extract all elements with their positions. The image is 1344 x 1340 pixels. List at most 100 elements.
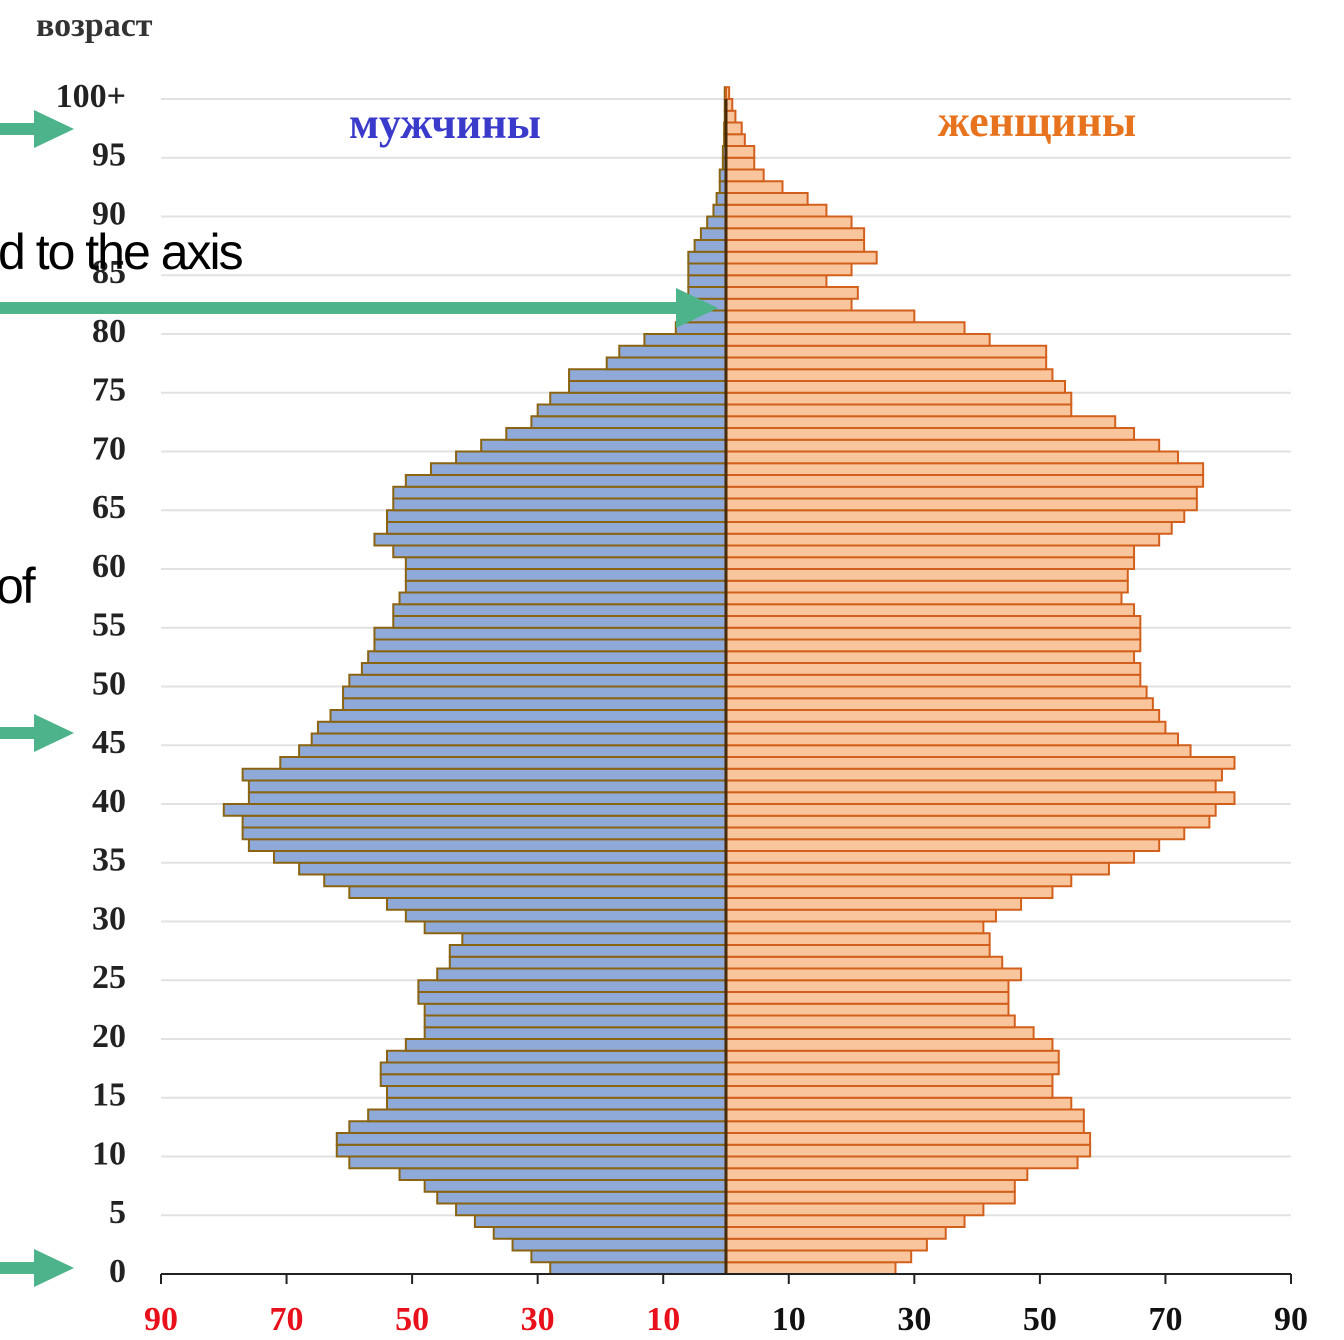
bar: [473, 1214, 727, 1228]
legend-label: женщины: [938, 97, 1136, 146]
bar: [423, 1014, 727, 1029]
bar: [725, 685, 1148, 700]
bar: [480, 438, 727, 453]
bar: [699, 227, 728, 241]
y-tick-label: 55: [92, 607, 126, 644]
bar: [725, 1190, 1016, 1205]
bar: [530, 415, 728, 429]
bar: [725, 920, 985, 935]
y-tick-label: 35: [92, 842, 126, 879]
x-tick-label: 70: [1148, 1301, 1182, 1338]
bar: [712, 203, 728, 218]
bar: [725, 1014, 1016, 1029]
y-tick-label: 85: [92, 254, 126, 291]
bar: [423, 1002, 727, 1017]
chart-title: возраст: [36, 7, 153, 44]
bar: [725, 744, 1192, 758]
bar: [398, 591, 727, 606]
bar: [329, 709, 727, 723]
bar: [725, 427, 1136, 441]
x-tick-label: 10: [772, 1301, 806, 1338]
bar: [247, 779, 727, 794]
bar: [530, 1249, 728, 1264]
bar: [404, 568, 727, 582]
bar: [367, 1108, 727, 1123]
bar: [423, 920, 727, 935]
bar: [379, 1073, 727, 1087]
bar: [398, 1167, 727, 1181]
bar: [404, 474, 727, 488]
bar: [492, 1226, 727, 1240]
bar: [360, 662, 727, 676]
bar: [392, 603, 727, 617]
bar: [725, 474, 1205, 488]
bar: [316, 720, 727, 735]
bar: [725, 262, 853, 277]
x-tick-label: 70: [270, 1301, 304, 1338]
bar: [386, 1085, 727, 1099]
bar: [725, 556, 1136, 570]
bar: [725, 521, 1173, 535]
bar: [725, 1073, 1054, 1087]
bar: [725, 662, 1142, 676]
bar: [373, 638, 727, 653]
y-tick-label: 65: [92, 489, 126, 526]
bar: [725, 1002, 1010, 1017]
bar: [725, 944, 991, 958]
bar: [448, 955, 727, 970]
bar: [725, 1096, 1073, 1111]
bar: [725, 626, 1142, 641]
bar: [386, 521, 727, 535]
bar: [725, 826, 1186, 841]
bar: [725, 133, 746, 147]
bar: [348, 673, 727, 688]
bar: [687, 250, 727, 265]
x-tick-label: 90: [1274, 1301, 1308, 1338]
y-tick-label: 80: [92, 313, 126, 350]
annotation-arrows: [0, 110, 718, 1287]
bar: [725, 227, 866, 241]
bar: [241, 814, 727, 829]
bar: [725, 579, 1129, 594]
y-tick-label: 70: [92, 430, 126, 467]
annotation: d to the axis: [0, 224, 243, 280]
bar: [392, 497, 727, 512]
bar: [436, 1190, 727, 1205]
bar: [725, 180, 784, 194]
bar: [725, 380, 1066, 394]
bar: [725, 1261, 897, 1275]
bar: [725, 391, 1073, 406]
bar: [279, 756, 727, 770]
bar: [379, 1061, 727, 1076]
x-tick-label: 30: [521, 1301, 555, 1338]
bar: [725, 861, 1110, 876]
bar: [342, 685, 727, 700]
bar: [392, 544, 727, 559]
y-tick-label: 15: [92, 1077, 126, 1114]
bar: [348, 885, 727, 899]
bar: [505, 427, 727, 441]
bar: [725, 1049, 1060, 1064]
bar: [618, 344, 727, 359]
bar: [342, 697, 727, 711]
bar: [436, 967, 727, 982]
bar: [725, 955, 1004, 970]
bar: [247, 791, 727, 805]
bar: [725, 344, 1048, 359]
bar: [725, 145, 756, 159]
bar: [725, 838, 1161, 852]
bar: [241, 767, 727, 782]
bar: [725, 309, 916, 324]
y-tick-label: 100+: [56, 78, 126, 115]
bar: [725, 1202, 985, 1217]
bar: [247, 838, 727, 852]
bar: [725, 697, 1154, 711]
bar: [455, 450, 727, 465]
bar: [725, 603, 1136, 617]
bar: [725, 1214, 966, 1228]
bar: [725, 1120, 1085, 1134]
bar: [725, 192, 809, 206]
bar: [725, 1237, 928, 1252]
bar: [725, 932, 991, 946]
